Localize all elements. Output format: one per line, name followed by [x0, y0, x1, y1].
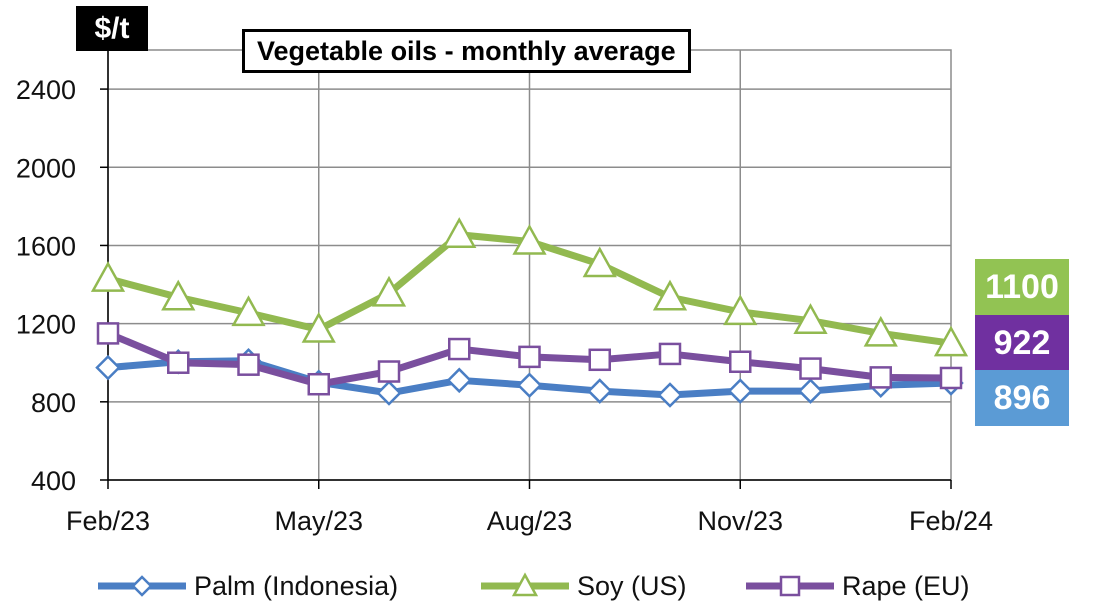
- data-point: [96, 322, 120, 345]
- data-point: [371, 275, 407, 307]
- data-point: [377, 360, 401, 383]
- chart-legend: Palm (Indonesia) Soy (US) Rape (EU): [0, 566, 1097, 606]
- x-tick-label: Aug/23: [487, 506, 573, 536]
- data-point: [90, 261, 126, 292]
- end-label-palm: 896: [975, 370, 1069, 426]
- grid-lines: [107, 49, 952, 481]
- y-tick-label: 1600: [16, 231, 76, 261]
- legend-item-palm: Palm (Indonesia): [96, 566, 398, 606]
- legend-item-rape: Rape (EU): [744, 566, 970, 606]
- data-point: [939, 366, 963, 390]
- data-point: [167, 351, 190, 374]
- x-tick-label: Feb/24: [909, 506, 993, 536]
- y-tick-label: 800: [31, 388, 76, 418]
- y-tick-label: 1200: [16, 310, 76, 340]
- legend-label-rape: Rape (EU): [842, 570, 970, 601]
- data-point: [512, 223, 547, 255]
- data-point: [448, 337, 471, 361]
- data-point: [729, 350, 752, 373]
- data-point: [582, 246, 617, 278]
- data-point: [588, 348, 611, 372]
- data-point: [652, 279, 688, 311]
- y-tick-label: 400: [31, 466, 76, 496]
- series-lines: [90, 217, 969, 408]
- y-tick-label: 2400: [16, 75, 76, 105]
- legend-label-palm: Palm (Indonesia): [194, 570, 399, 601]
- x-tick-label: Feb/23: [66, 506, 150, 536]
- data-point: [657, 382, 683, 408]
- data-point: [301, 311, 336, 343]
- legend-swatch-soy: [481, 572, 569, 597]
- data-point: [863, 315, 898, 347]
- data-point: [95, 354, 121, 381]
- data-point: [658, 342, 682, 366]
- legend-swatch-palm: [98, 575, 186, 597]
- data-point: [869, 366, 892, 389]
- legend-label-soy: Soy (US): [577, 570, 687, 601]
- y-tick-label: 2000: [16, 153, 76, 183]
- data-point: [797, 378, 824, 404]
- legend-item-soy: Soy (US): [479, 566, 687, 606]
- data-point: [376, 380, 402, 406]
- data-point: [727, 378, 754, 404]
- data-point: [161, 279, 196, 311]
- data-point: [446, 367, 473, 394]
- series-square: [96, 322, 963, 396]
- x-tick-label: May/23: [274, 506, 363, 536]
- data-point: [231, 295, 266, 327]
- data-point: [793, 303, 828, 334]
- end-label-rape: 922: [975, 315, 1069, 371]
- legend-swatch-rape: [746, 575, 834, 597]
- data-point: [237, 353, 260, 376]
- data-point: [516, 372, 543, 398]
- data-point: [442, 217, 477, 248]
- data-point: [933, 325, 969, 357]
- chart-title: Vegetable oils - monthly average: [242, 29, 691, 73]
- y-tick-labels: 400 800 1200 1600 2000 2400: [16, 75, 76, 496]
- y-unit-label: $/t: [76, 6, 148, 51]
- series-triangle: [90, 217, 969, 357]
- data-point: [307, 372, 330, 396]
- data-point: [518, 345, 541, 369]
- data-point: [723, 294, 758, 326]
- x-tick-labels: Feb/23 May/23 Aug/23 Nov/23 Feb/24: [66, 506, 993, 536]
- x-tick-label: Nov/23: [697, 506, 783, 536]
- end-label-soy: 1100: [975, 259, 1069, 315]
- data-point: [799, 357, 822, 380]
- data-point: [586, 378, 613, 404]
